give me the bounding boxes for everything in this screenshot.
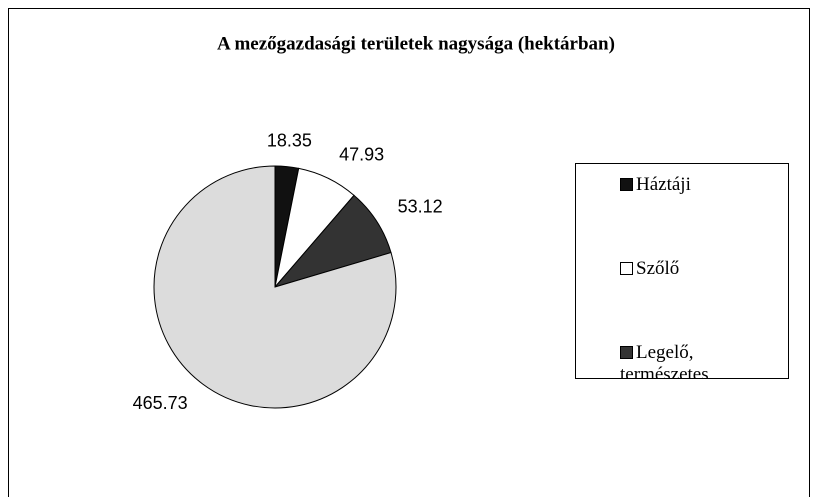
data-label: 47.93	[339, 145, 384, 165]
data-label: 53.12	[398, 196, 443, 216]
legend-label: Szőlő	[636, 258, 680, 279]
legend: Háztáji Szőlő Legelő, természetes	[575, 163, 789, 379]
legend-swatch	[620, 262, 633, 275]
legend-entry: Legelő, természetes	[620, 342, 770, 379]
legend-entry: Szőlő	[620, 258, 770, 280]
data-label: 465.73	[133, 393, 188, 413]
legend-label: Legelő, természetes	[620, 342, 709, 379]
pie-slice	[153, 165, 397, 409]
chart-frame	[8, 8, 810, 497]
legend-swatch	[620, 346, 633, 359]
legend-swatch	[620, 178, 633, 191]
legend-label: Háztáji	[636, 174, 691, 195]
chart-title: A mezőgazdasági területek nagysága (hekt…	[217, 33, 615, 54]
legend-entry: Háztáji	[620, 174, 770, 196]
data-label: 18.35	[267, 130, 312, 150]
